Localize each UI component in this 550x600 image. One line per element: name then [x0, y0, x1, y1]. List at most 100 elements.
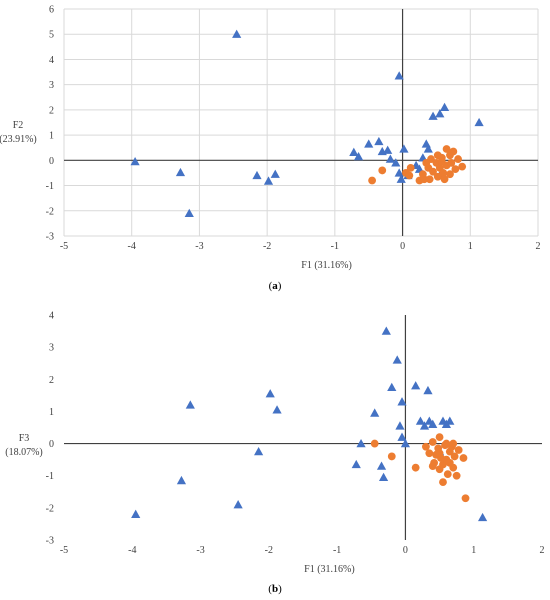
- triangle-point: [254, 447, 264, 456]
- y-tick-label: 1: [49, 131, 54, 142]
- y-tick-label: 1: [49, 407, 54, 418]
- circle-point: [422, 442, 430, 451]
- y-tick-label: -1: [46, 181, 54, 192]
- triangle-point: [232, 29, 242, 38]
- circle-point: [446, 170, 454, 179]
- x-tick-label: -5: [60, 545, 68, 556]
- triangle-point: [391, 158, 401, 167]
- x-tick-label: 2: [536, 241, 541, 252]
- circle-point: [435, 449, 444, 458]
- circle-point: [443, 470, 452, 479]
- circle-point: [449, 439, 458, 448]
- triangle-point: [385, 154, 395, 163]
- y-tick-label: -2: [46, 503, 54, 514]
- x-tick-label: -1: [333, 545, 341, 556]
- circle-point: [437, 157, 446, 166]
- triangle-point: [435, 109, 445, 118]
- panel-caption: (a): [269, 280, 282, 292]
- circle-point: [461, 494, 470, 503]
- circle-point: [452, 471, 461, 480]
- circle-point: [428, 462, 437, 470]
- circle-point: [450, 452, 459, 461]
- triangle-point: [439, 102, 450, 112]
- y-tick-label: 4: [49, 55, 54, 66]
- panel-caption: (b): [268, 583, 282, 595]
- circle-point: [445, 458, 454, 467]
- triangle-point: [176, 475, 187, 485]
- triangle-point: [378, 472, 389, 482]
- triangle-point: [395, 421, 405, 430]
- circle-point: [439, 169, 448, 177]
- triangle-point: [428, 419, 438, 428]
- triangle-point: [353, 151, 364, 161]
- triangle-point: [349, 147, 359, 156]
- y-tick-label: -3: [46, 536, 54, 547]
- y-axis-title-percent: (18.07%): [5, 447, 43, 458]
- triangle-point: [423, 144, 433, 153]
- circle-point: [458, 162, 467, 171]
- circle-point: [422, 158, 431, 167]
- circle-point: [433, 172, 442, 181]
- triangle-point: [233, 500, 243, 509]
- x-tick-label: -4: [128, 241, 136, 252]
- triangle-point: [131, 509, 141, 518]
- triangle-point: [394, 168, 404, 177]
- x-tick-label: -3: [195, 241, 203, 252]
- circle-point: [425, 449, 434, 458]
- triangle-point: [130, 156, 140, 166]
- x-tick-label: 1: [471, 545, 476, 556]
- circle-point: [449, 147, 458, 156]
- triangle-point: [400, 438, 411, 448]
- circle-point: [368, 176, 376, 185]
- y-axis-title-percent: (23.91%): [0, 134, 37, 145]
- triangle-point: [477, 512, 488, 522]
- triangle-point: [185, 400, 195, 409]
- x-tick-label: -4: [128, 545, 136, 556]
- triangle-point: [387, 382, 397, 392]
- y-axis-title: F3: [19, 433, 30, 444]
- triangle-point: [252, 170, 262, 180]
- triangle-point: [474, 117, 484, 127]
- labels-layer: -5 -4 -3 -2 -1 0 1 2 -3 -2 -1 0 1 2 3 4 5 6 F1 (31.16%) F2 (…: [0, 5, 541, 293]
- circle-point: [429, 167, 437, 176]
- circle-point: [405, 171, 414, 180]
- triangle-point: [428, 111, 438, 120]
- scatter-plot-f1-f2: -5 -4 -3 -2 -1 0 1 2 -3 -2 -1 0 1 2 3 4 5 6 F1 (31.16%) F2 (…: [0, 5, 541, 293]
- y-tick-label: -3: [46, 232, 54, 243]
- x-tick-label: -1: [331, 241, 339, 252]
- triangle-point: [396, 174, 406, 183]
- triangle-point: [397, 397, 407, 406]
- grid-layer: [63, 8, 539, 237]
- triangle-point: [419, 421, 430, 430]
- triangle-point: [394, 71, 404, 80]
- y-tick-label: 6: [49, 5, 54, 16]
- triangle-point: [374, 136, 384, 146]
- triangle-point: [397, 432, 407, 441]
- triangle-point: [272, 405, 282, 414]
- x-tick-label: -3: [196, 545, 204, 556]
- y-tick-label: -1: [46, 471, 54, 482]
- y-axis-title: F2: [13, 120, 24, 131]
- triangle-point: [364, 139, 374, 148]
- marks-layer: [130, 29, 484, 217]
- axes-layer: [64, 9, 538, 236]
- circle-point: [378, 166, 387, 175]
- x-tick-label: -2: [265, 545, 273, 556]
- triangle-point: [445, 416, 455, 425]
- circle-point: [387, 452, 396, 461]
- triangle-point: [184, 208, 194, 217]
- circle-point: [442, 439, 451, 448]
- y-tick-label: -2: [46, 206, 54, 217]
- axes-layer: [64, 315, 542, 540]
- y-tick-label: 4: [49, 311, 54, 322]
- circle-point: [420, 175, 429, 184]
- x-tick-label: 1: [468, 241, 473, 252]
- circle-point: [406, 164, 415, 172]
- x-axis-title: F1 (31.16%): [304, 564, 355, 575]
- x-tick-label: 0: [403, 545, 408, 556]
- triangle-point: [383, 145, 393, 154]
- triangle-point: [381, 326, 391, 335]
- triangle-point: [370, 408, 380, 417]
- triangle-point: [392, 355, 402, 364]
